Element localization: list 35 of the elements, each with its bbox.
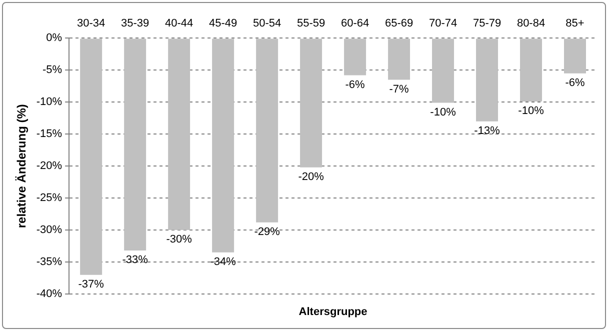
data-label: -20% (298, 170, 324, 183)
data-label: -10% (430, 106, 456, 118)
y-axis-title: relative Änderung (%) (14, 104, 29, 228)
data-label: -33% (122, 254, 148, 266)
data-label: -13% (474, 124, 500, 137)
x-tick-label: 30-34 (77, 18, 106, 30)
x-tick-label: 80-84 (516, 18, 546, 30)
data-label: -29% (254, 226, 280, 238)
data-label: -6% (345, 78, 366, 91)
x-tick-label: 75-79 (472, 18, 502, 30)
data-label: -30% (166, 234, 192, 246)
x-axis-title: Altersgruppe (298, 306, 368, 318)
y-tick-label: -10% (36, 96, 62, 108)
y-tick-label: -40% (36, 288, 62, 300)
y-tick-label: -20% (36, 160, 62, 172)
y-tick-label: -30% (36, 224, 62, 236)
y-tick-label: 0% (46, 32, 62, 44)
data-label: -7% (389, 83, 410, 96)
data-label: -10% (518, 105, 544, 118)
data-label: -37% (78, 278, 104, 290)
x-tick-label: 60-64 (340, 18, 370, 30)
y-tick-label: -5% (42, 64, 62, 76)
x-tick-label: 40-44 (164, 18, 194, 30)
y-tick-label: -25% (36, 192, 62, 204)
x-tick-label: 85+ (566, 18, 584, 30)
x-tick-label: 55-59 (296, 18, 326, 30)
y-tick-label: -35% (36, 256, 62, 268)
x-tick-label: 65-69 (384, 18, 414, 30)
x-tick-label: 45-49 (208, 18, 238, 30)
data-label: -34% (210, 256, 236, 268)
x-tick-label: 35-39 (121, 18, 150, 30)
y-tick-label: -15% (36, 128, 62, 140)
x-tick-label: 70-74 (428, 18, 458, 30)
data-label: -6% (565, 76, 586, 89)
x-tick-label: 50-54 (252, 18, 282, 30)
